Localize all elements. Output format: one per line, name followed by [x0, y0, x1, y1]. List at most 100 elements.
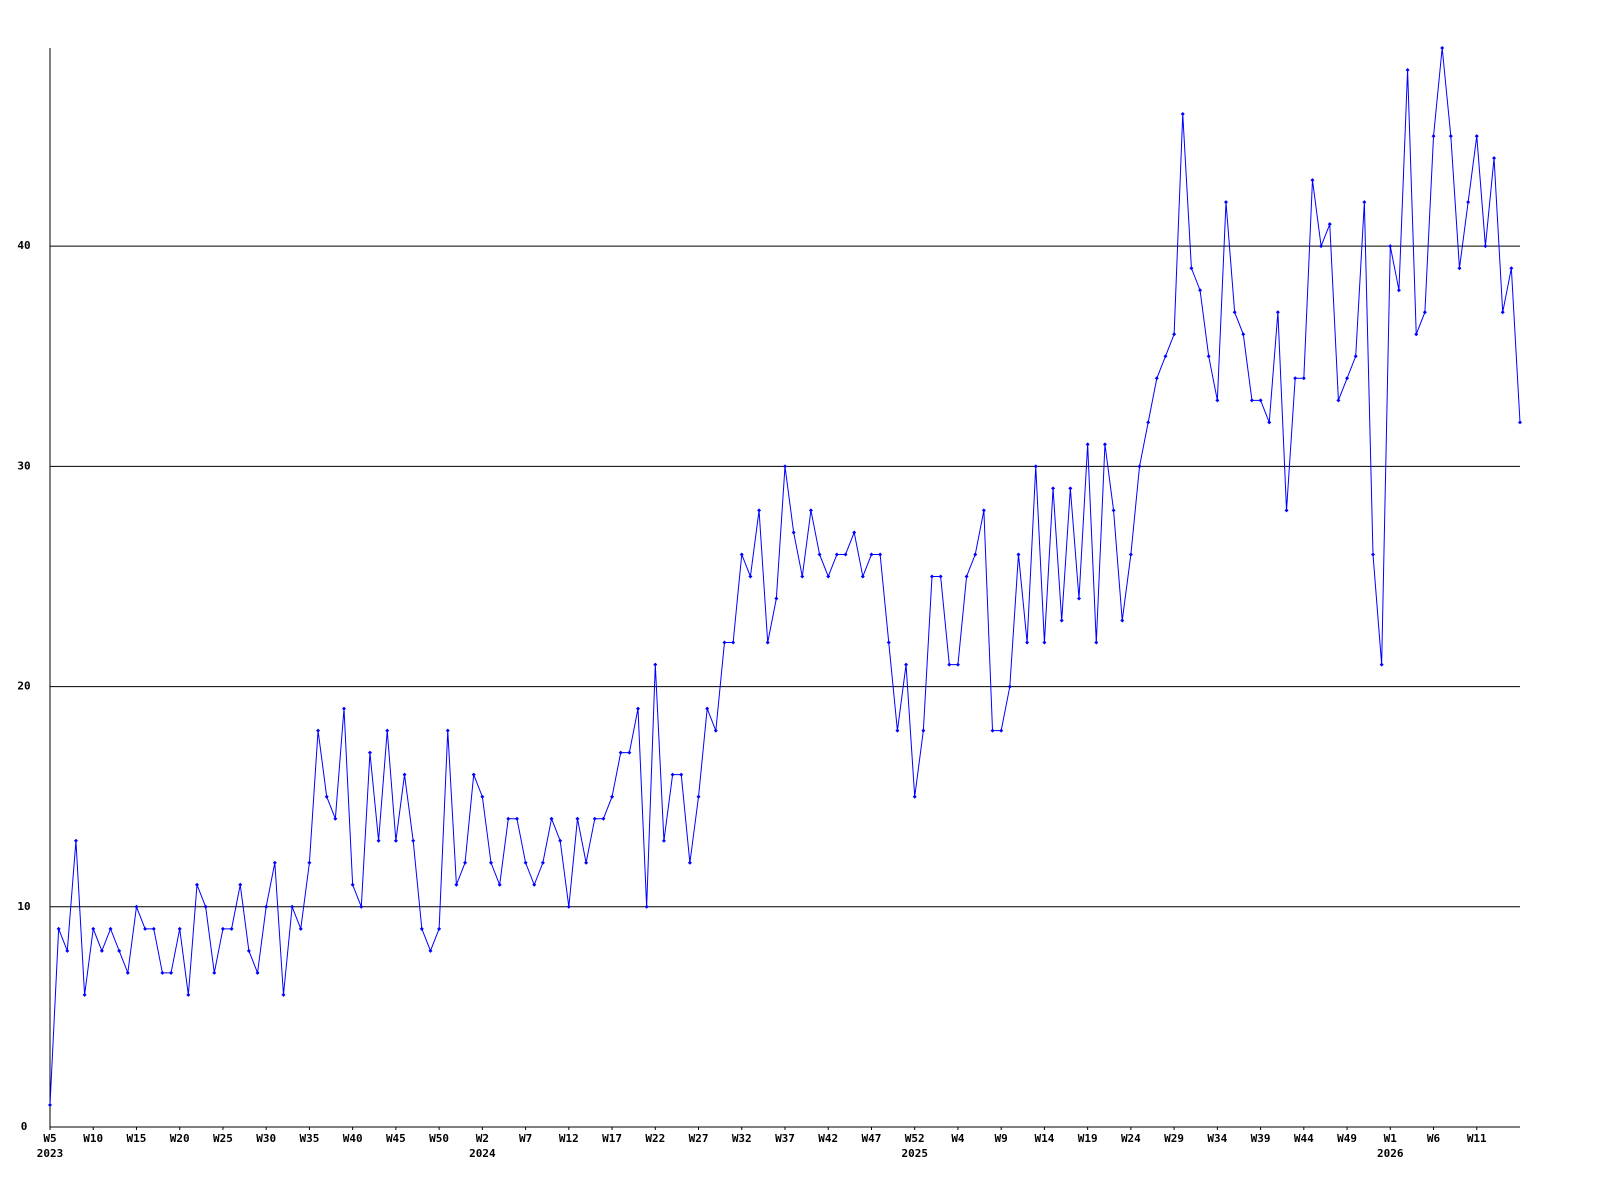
x-year-label: 2023	[37, 1147, 64, 1160]
data-point	[1232, 310, 1237, 315]
data-point	[1094, 640, 1099, 645]
data-point	[367, 750, 372, 755]
data-point	[973, 552, 978, 557]
data-point	[411, 838, 416, 843]
data-point	[765, 640, 770, 645]
data-point	[169, 970, 174, 975]
data-point	[1059, 618, 1064, 623]
data-point	[592, 816, 597, 821]
data-point	[1293, 376, 1298, 381]
x-tick-label: W24	[1121, 1132, 1141, 1145]
data-point	[376, 838, 381, 843]
data-point	[82, 992, 87, 997]
data-point	[454, 882, 459, 887]
x-tick-label: W30	[256, 1132, 276, 1145]
data-point	[48, 1102, 52, 1107]
data-point	[1241, 332, 1246, 337]
data-point	[177, 926, 182, 931]
data-point	[852, 530, 857, 535]
data-point	[808, 508, 813, 513]
data-point	[56, 926, 61, 931]
x-tick-label: W49	[1337, 1132, 1357, 1145]
x-tick-label: W35	[299, 1132, 319, 1145]
y-tick-label: 40	[17, 239, 30, 252]
data-point	[463, 860, 468, 865]
data-point	[653, 662, 658, 667]
x-tick-label: W15	[127, 1132, 147, 1145]
x-tick-label: W44	[1294, 1132, 1314, 1145]
x-tick-label: W11	[1467, 1132, 1487, 1145]
x-year-label: 2025	[901, 1147, 928, 1160]
data-point	[990, 728, 995, 733]
data-point	[1518, 420, 1522, 425]
data-point	[220, 926, 225, 931]
data-point	[1284, 508, 1289, 513]
data-point	[497, 882, 502, 887]
data-point	[1492, 156, 1497, 161]
data-point	[1258, 398, 1263, 403]
data-point	[1440, 46, 1445, 50]
data-point	[878, 552, 883, 557]
data-point	[661, 838, 666, 843]
data-point	[981, 508, 986, 513]
y-tick-label: 10	[17, 900, 30, 913]
data-point	[722, 640, 727, 645]
data-point	[540, 860, 545, 865]
data-point	[1353, 354, 1358, 359]
data-point	[229, 926, 234, 931]
data-point	[748, 574, 753, 579]
data-point	[212, 970, 217, 975]
data-point	[999, 728, 1004, 733]
data-point	[1154, 376, 1159, 381]
y-tick-label: 30	[17, 459, 30, 472]
data-point	[246, 948, 251, 953]
data-point	[65, 948, 70, 953]
y-tick-label: 20	[17, 680, 30, 693]
x-tick-label: W52	[905, 1132, 925, 1145]
data-point	[1146, 420, 1151, 425]
x-tick-label: W34	[1207, 1132, 1227, 1145]
x-tick-label: W5	[43, 1132, 56, 1145]
data-point	[99, 948, 104, 953]
data-point	[1422, 310, 1427, 315]
data-point	[826, 574, 831, 579]
data-point	[333, 816, 338, 821]
x-tick-label: W4	[951, 1132, 965, 1145]
data-point	[342, 706, 346, 711]
x-tick-label: W32	[732, 1132, 752, 1145]
data-point	[1180, 112, 1185, 117]
data-point	[1007, 684, 1012, 689]
x-tick-label: W2	[476, 1132, 489, 1145]
data-point	[912, 794, 917, 799]
x-year-label: 2026	[1377, 1147, 1404, 1160]
data-point	[1249, 398, 1254, 403]
data-point	[255, 970, 260, 975]
data-point	[186, 992, 191, 997]
x-tick-label: W37	[775, 1132, 795, 1145]
x-tick-label: W39	[1251, 1132, 1271, 1145]
data-point	[1137, 464, 1142, 469]
data-point	[1500, 310, 1505, 315]
x-tick-label: W40	[343, 1132, 363, 1145]
data-point	[566, 904, 571, 909]
data-point	[91, 926, 96, 931]
x-tick-label: W12	[559, 1132, 579, 1145]
data-point	[1345, 376, 1350, 381]
data-point	[1336, 398, 1341, 403]
data-point	[143, 926, 148, 931]
data-point	[73, 838, 78, 843]
data-point	[1362, 200, 1367, 205]
data-point	[757, 508, 762, 513]
data-point	[272, 860, 277, 865]
data-point	[670, 772, 675, 777]
data-point	[904, 662, 909, 667]
data-point	[964, 574, 969, 579]
data-point	[739, 552, 744, 557]
data-point	[437, 926, 442, 931]
data-point	[1189, 266, 1194, 271]
data-point	[134, 904, 139, 909]
data-point	[817, 552, 822, 557]
data-point	[238, 882, 243, 887]
data-point	[1163, 354, 1168, 359]
